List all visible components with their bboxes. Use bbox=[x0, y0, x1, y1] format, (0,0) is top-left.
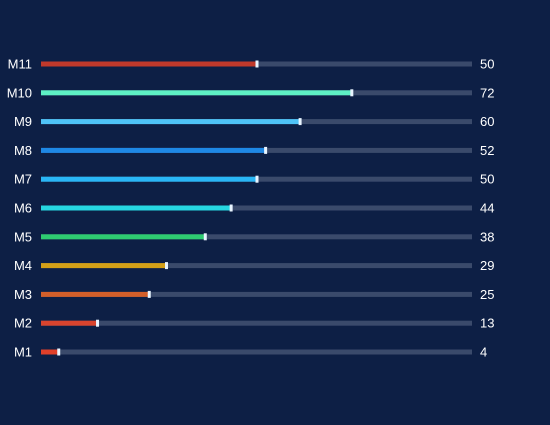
bar-track bbox=[41, 205, 472, 211]
bar-row: M3 25 bbox=[14, 287, 495, 302]
bar bbox=[41, 263, 166, 269]
bar-row: M1 4 bbox=[14, 345, 487, 360]
bar bbox=[41, 176, 257, 182]
category-label: M4 bbox=[14, 258, 32, 273]
bar-row: M2 13 bbox=[14, 316, 495, 331]
category-label: M11 bbox=[8, 57, 32, 72]
bar bbox=[41, 349, 59, 355]
value-label: 25 bbox=[480, 287, 494, 302]
bar-end-marker bbox=[57, 348, 61, 356]
category-label: M6 bbox=[14, 201, 32, 216]
value-label: 13 bbox=[480, 316, 494, 331]
bar-row: M9 60 bbox=[14, 114, 495, 129]
category-label: M7 bbox=[14, 172, 32, 187]
value-label: 50 bbox=[480, 172, 494, 187]
category-label: M10 bbox=[7, 85, 32, 100]
bar-end-marker bbox=[350, 89, 354, 97]
bar-end-marker bbox=[255, 175, 259, 183]
bar-end-marker bbox=[298, 118, 302, 126]
bar bbox=[41, 205, 231, 211]
value-label: 38 bbox=[480, 229, 494, 244]
bar bbox=[41, 119, 300, 125]
category-label: M2 bbox=[14, 316, 32, 331]
bar-row: M6 44 bbox=[14, 201, 495, 216]
bar-row: M7 50 bbox=[14, 172, 495, 187]
value-label: 44 bbox=[480, 201, 494, 216]
value-label: 29 bbox=[480, 258, 494, 273]
bar bbox=[41, 147, 266, 153]
bar-track bbox=[41, 263, 472, 269]
bar-track bbox=[41, 234, 472, 240]
bar-end-marker bbox=[264, 146, 268, 154]
value-label: 60 bbox=[480, 114, 494, 129]
bar-track bbox=[41, 349, 472, 355]
bar-end-marker bbox=[255, 60, 259, 68]
bar-end-marker bbox=[229, 204, 233, 212]
bar bbox=[41, 320, 98, 326]
value-label: 52 bbox=[480, 143, 494, 158]
bar-row: M11 50 bbox=[8, 57, 495, 72]
category-label: M3 bbox=[14, 287, 32, 302]
category-label: M1 bbox=[14, 345, 32, 360]
bar-track bbox=[41, 291, 472, 297]
bar-end-marker bbox=[147, 290, 151, 298]
bar-row: M10 72 bbox=[7, 85, 495, 100]
bar bbox=[41, 234, 205, 240]
bar-end-marker bbox=[164, 262, 168, 270]
bar-end-marker bbox=[96, 319, 100, 327]
value-label: 72 bbox=[480, 85, 494, 100]
value-label: 50 bbox=[480, 57, 494, 72]
bar-row: M8 52 bbox=[14, 143, 495, 158]
value-label: 4 bbox=[480, 345, 487, 360]
category-label: M8 bbox=[14, 143, 32, 158]
bar-end-marker bbox=[203, 233, 207, 241]
bar bbox=[41, 90, 352, 96]
bar-row: M4 29 bbox=[14, 258, 495, 273]
category-label: M5 bbox=[14, 229, 32, 244]
bar bbox=[41, 61, 257, 67]
category-label: M9 bbox=[14, 114, 32, 129]
bar-row: M5 38 bbox=[14, 229, 495, 244]
bar bbox=[41, 291, 149, 297]
bar-track bbox=[41, 320, 472, 326]
